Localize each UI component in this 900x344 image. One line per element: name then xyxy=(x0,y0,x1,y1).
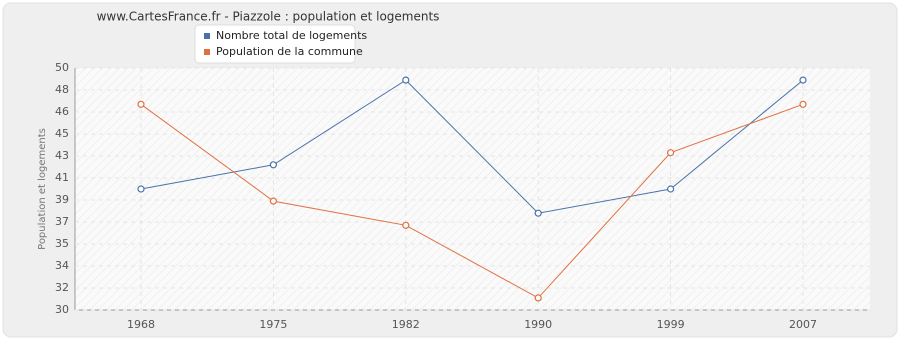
x-tick-label: 1982 xyxy=(392,318,420,331)
y-tick-label: 30 xyxy=(55,303,69,316)
data-point xyxy=(402,221,410,229)
y-tick-label: 50 xyxy=(55,61,69,74)
y-tick-label: 35 xyxy=(55,237,69,250)
data-point xyxy=(269,197,277,205)
y-tick-label: 48 xyxy=(55,83,69,96)
data-point xyxy=(402,76,410,84)
plot-area xyxy=(75,68,870,310)
legend-swatch xyxy=(204,33,210,39)
legend-label: Population de la commune xyxy=(216,45,363,58)
data-point xyxy=(534,209,542,217)
x-tick-label: 2007 xyxy=(789,318,817,331)
legend-swatch xyxy=(204,49,210,55)
x-tick-label: 1999 xyxy=(657,318,685,331)
x-tick-label: 1990 xyxy=(524,318,552,331)
y-tick-label: 37 xyxy=(55,215,69,228)
y-tick-label: 34 xyxy=(55,259,69,272)
data-point xyxy=(666,185,675,193)
data-point xyxy=(666,149,675,157)
chart-title: www.CartesFrance.fr - Piazzole : populat… xyxy=(97,10,440,24)
y-axis-label: Population et logements xyxy=(37,128,48,250)
y-tick-label: 32 xyxy=(55,281,69,294)
y-tick-label: 39 xyxy=(55,193,69,206)
data-point xyxy=(137,100,145,108)
legend xyxy=(194,24,356,64)
data-point xyxy=(534,294,542,302)
x-tick-label: 1975 xyxy=(259,318,287,331)
y-tick-label: 43 xyxy=(55,149,69,162)
legend-label: Nombre total de logements xyxy=(216,29,367,42)
data-point xyxy=(269,161,277,169)
y-tick-label: 46 xyxy=(55,105,69,118)
series-line xyxy=(140,79,804,214)
x-tick-label: 1968 xyxy=(127,318,155,331)
data-point xyxy=(137,185,145,193)
data-point xyxy=(799,100,807,108)
y-tick-label: 41 xyxy=(55,171,69,184)
y-tick-label: 45 xyxy=(55,127,69,140)
series-line xyxy=(140,103,804,299)
data-point xyxy=(799,76,807,84)
